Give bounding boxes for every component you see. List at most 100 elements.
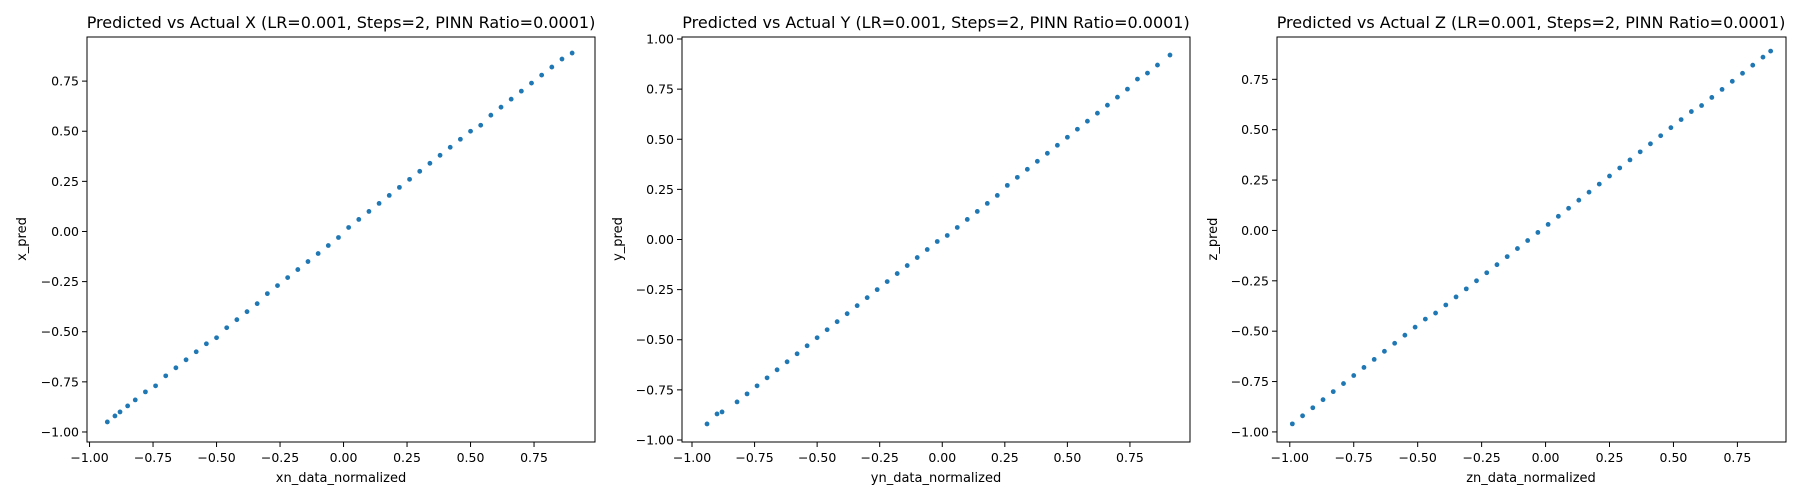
panel-y-points xyxy=(704,52,1173,427)
panel-x-ticks: −1.00 −0.75 −0.50 −0.25 0.00 0.25 0.50 0.75 −1.0… xyxy=(41,74,548,465)
panel-x-point xyxy=(305,259,311,264)
panel-x-xtick-label: −0.25 xyxy=(261,450,299,465)
panel-x-point xyxy=(117,409,123,415)
panel-x-point xyxy=(549,64,555,70)
panel-y-point xyxy=(854,303,860,309)
panel-x-point xyxy=(173,365,179,371)
panel-x-ylabel: x_pred xyxy=(15,217,30,261)
panel-z-point xyxy=(1484,270,1490,276)
panel-y-point xyxy=(784,359,790,365)
panel-y-point xyxy=(1024,166,1030,172)
panel-x-point xyxy=(153,383,158,389)
panel-z-point xyxy=(1740,70,1745,76)
panel-z-ticks: −1.00 −0.75 −0.50 −0.25 0.00 0.25 0.50 0.75 −1.0… xyxy=(1231,72,1752,465)
panel-y-point xyxy=(914,255,920,260)
panel-y-point xyxy=(764,375,770,381)
panel-x-point xyxy=(508,96,514,102)
panel-y-xtick-label: 0.25 xyxy=(991,450,1019,465)
panel-y-point xyxy=(984,201,990,206)
panel-y-point xyxy=(1004,182,1010,188)
panel-y-point xyxy=(1064,134,1070,140)
panel-z-ytick-label: −0.75 xyxy=(1231,374,1269,389)
panel-y-point xyxy=(814,335,820,341)
panel-x-point xyxy=(559,56,565,62)
panel-y-point xyxy=(834,319,840,325)
panel-x-point xyxy=(478,122,484,128)
panel-z-point xyxy=(1392,340,1398,346)
panel-x-point xyxy=(285,275,291,280)
panel-z-point xyxy=(1361,365,1367,370)
panel-y-ytick-label: 1.00 xyxy=(646,32,674,47)
panel-x-point xyxy=(224,325,230,331)
panel-x-point xyxy=(254,301,260,307)
panel-y-point xyxy=(1034,158,1040,164)
panel-z-point xyxy=(1494,262,1500,268)
panel-y-point xyxy=(754,383,760,389)
panel-y-point xyxy=(884,279,890,284)
panel-y-point xyxy=(894,271,900,276)
panel-x-point xyxy=(539,72,545,78)
panel-x-point xyxy=(163,373,169,379)
panel-z-point xyxy=(1351,373,1357,378)
panel-y-point xyxy=(704,421,710,427)
panel-z-xtick-label: 0.25 xyxy=(1596,450,1624,465)
panel-y-point xyxy=(1125,86,1130,92)
panel-y-xtick-label: −1.00 xyxy=(673,450,711,465)
panel-y-ticks: −1.00 −0.75 −0.50 −0.25 0.00 0.25 0.50 0.75 −1.0… xyxy=(636,32,1144,465)
panel-z-point xyxy=(1768,48,1774,54)
panel-x-point xyxy=(275,283,280,289)
panel-y-xtick-label: −0.25 xyxy=(861,450,899,465)
panel-x-point xyxy=(376,201,382,206)
panel-x-point xyxy=(214,335,219,341)
panel-z-point xyxy=(1566,205,1571,211)
panel-x-point xyxy=(457,136,463,142)
panel-x-point xyxy=(569,50,575,56)
panel-x-point xyxy=(407,176,412,182)
panel-y-ytick-label: 0.50 xyxy=(646,132,674,147)
panel-y-point xyxy=(1085,118,1090,124)
panel-z-points xyxy=(1289,48,1774,427)
panel-z-xtick-label: 0.00 xyxy=(1532,450,1560,465)
panel-x-point xyxy=(366,209,372,214)
panel-y-point xyxy=(1115,94,1120,100)
panel-z-xtick-label: −1.00 xyxy=(1271,450,1309,465)
panel-x-ytick-label: 0.00 xyxy=(51,224,79,239)
panel-x-ytick-label: 0.50 xyxy=(51,124,79,139)
panel-y-point xyxy=(924,247,930,252)
panel-x-point xyxy=(356,217,362,222)
panel-y-point xyxy=(734,399,740,405)
panel-z-frame xyxy=(1276,36,1787,443)
panel-z-xtick-label: −0.50 xyxy=(1399,450,1437,465)
panel-x-point xyxy=(112,413,118,419)
panel-z-point xyxy=(1535,230,1541,235)
panel-y-point xyxy=(804,343,810,349)
panel-x-point xyxy=(183,357,189,363)
panel-y-point xyxy=(844,311,850,317)
panel-x-point xyxy=(427,160,433,166)
panel-y-point xyxy=(1155,62,1160,68)
panel-y-point xyxy=(1105,102,1110,108)
panel-z-point xyxy=(1320,397,1326,403)
panel-z-point xyxy=(1422,316,1428,322)
panel-y-point xyxy=(934,239,940,244)
panel-x-ytick-label: −0.50 xyxy=(41,324,79,339)
panel-z-point xyxy=(1382,348,1387,354)
panel-y-point xyxy=(1145,70,1150,76)
panel-z-point xyxy=(1668,125,1674,131)
panel-z-point xyxy=(1515,246,1520,251)
panel-y-xtick-label: −0.50 xyxy=(798,450,836,465)
panel-z-point xyxy=(1648,141,1653,147)
panel-z-point xyxy=(1678,117,1684,123)
panel-x-point xyxy=(125,403,131,409)
panel-x-point xyxy=(518,88,524,94)
panel-y-title: Predicted vs Actual Y (LR=0.001, Steps=2… xyxy=(682,13,1189,32)
panel-x-point xyxy=(437,152,443,158)
panel-z-ytick-label: 0.75 xyxy=(1241,72,1269,87)
panel-y-point xyxy=(964,217,970,222)
panel-y-xlabel: yn_data_normalized xyxy=(871,471,1001,486)
panel-y-xtick-label: 0.00 xyxy=(928,450,956,465)
panel-x: Predicted vs Actual X (LR=0.001, Steps=2… xyxy=(15,13,596,486)
panel-z-point xyxy=(1658,133,1664,139)
panel-x-point xyxy=(488,112,494,118)
